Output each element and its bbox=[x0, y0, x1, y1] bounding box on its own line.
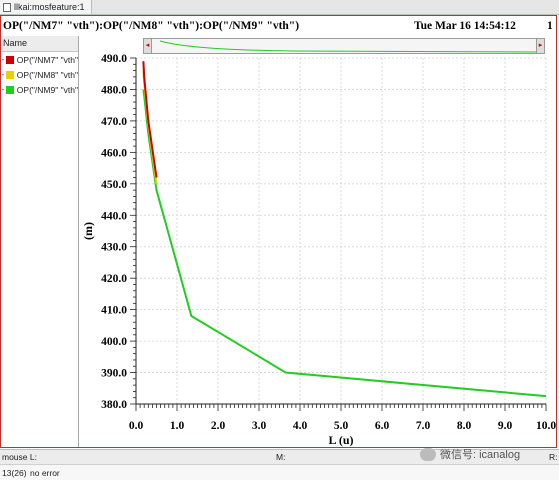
x-tick-label: 1.0 bbox=[170, 420, 185, 432]
x-tick-label: 9.0 bbox=[498, 420, 513, 432]
x-tick-label: 5.0 bbox=[334, 420, 349, 432]
plot-datetime: Tue Mar 16 14:54:12 bbox=[414, 20, 516, 32]
command-line-number: 13(26) bbox=[2, 468, 27, 478]
x-tick-label: 2.0 bbox=[211, 420, 226, 432]
y-tick-label: 420.0 bbox=[101, 273, 127, 285]
legend-item-nm8[interactable]: - OP("/NM8" "vth" bbox=[1, 67, 78, 82]
y-tick-label: 430.0 bbox=[101, 242, 127, 254]
y-tick-label: 490.0 bbox=[101, 53, 127, 65]
y-tick-label: 460.0 bbox=[101, 147, 127, 159]
x-tick-label: 10.0 bbox=[536, 420, 556, 432]
command-bar: 13(26) no error bbox=[0, 464, 559, 480]
legend-swatch bbox=[5, 55, 14, 64]
y-tick-label: 400.0 bbox=[101, 336, 127, 348]
y-tick-label: 390.0 bbox=[101, 368, 127, 380]
tab-mosfeature[interactable]: llkai:mosfeature:1 bbox=[0, 0, 92, 14]
y-tick-label: 410.0 bbox=[101, 305, 127, 317]
y-tick-label: 480.0 bbox=[101, 84, 127, 96]
legend-label: OP("/NM9" "vth" bbox=[16, 84, 78, 95]
status-mouse-middle: M: bbox=[276, 452, 286, 462]
page-number: 1 bbox=[547, 20, 553, 32]
y-tick-label: 440.0 bbox=[101, 210, 127, 222]
overview-thumbnail bbox=[159, 40, 538, 53]
legend-dash: - bbox=[1, 70, 5, 79]
overview-left-arrow-icon[interactable]: ◂ bbox=[144, 39, 152, 53]
legend-header[interactable]: Name bbox=[1, 36, 78, 52]
legend-label: OP("/NM7" "vth" bbox=[16, 54, 78, 65]
plot-title: OP("/NM7" "vth"):OP("/NM8" "vth"):OP("/N… bbox=[3, 20, 300, 32]
status-bar: mouse L: M: R: bbox=[0, 449, 559, 464]
legend-item-nm7[interactable]: - OP("/NM7" "vth" bbox=[1, 52, 78, 67]
status-mouse-left: mouse L: bbox=[2, 452, 37, 462]
x-axis-label: L (u) bbox=[328, 433, 353, 447]
series-line-2 bbox=[142, 89, 547, 398]
x-tick-label: 0.0 bbox=[129, 420, 144, 432]
status-mouse-right: R: bbox=[549, 452, 558, 462]
x-tick-label: 8.0 bbox=[457, 420, 472, 432]
watermark-text: 微信号: icanalog bbox=[440, 449, 521, 461]
y-tick-label: 450.0 bbox=[101, 179, 127, 191]
watermark: 微信号: icanalog bbox=[420, 446, 520, 462]
y-axis-label: (m) bbox=[81, 222, 95, 240]
x-tick-label: 6.0 bbox=[375, 420, 390, 432]
tab-label: llkai:mosfeature:1 bbox=[14, 2, 85, 12]
document-icon bbox=[3, 2, 11, 12]
tab-bar: llkai:mosfeature:1 bbox=[0, 0, 559, 15]
command-message: no error bbox=[30, 468, 60, 478]
legend-swatch bbox=[5, 70, 14, 79]
plot-area[interactable]: 0.0 1.0 2.0 3.0 4.0 5.0 6.0 7.0 8.0 9.0 10.0 380.0 3… bbox=[0, 0, 559, 448]
legend-item-nm9[interactable]: - OP("/NM9" "vth" bbox=[1, 82, 78, 97]
legend-swatch bbox=[5, 85, 14, 94]
y-tick-label: 380.0 bbox=[101, 399, 127, 411]
x-tick-label: 7.0 bbox=[416, 420, 431, 432]
legend-label: OP("/NM8" "vth" bbox=[16, 69, 78, 80]
series-line-0 bbox=[142, 61, 158, 178]
overview-scrollbar[interactable]: ◂ ▸ bbox=[143, 38, 545, 54]
wechat-icon bbox=[420, 447, 436, 461]
legend-dash: - bbox=[1, 55, 5, 64]
x-tick-label: 3.0 bbox=[252, 420, 267, 432]
x-tick-label: 4.0 bbox=[293, 420, 308, 432]
legend-dash: - bbox=[1, 85, 5, 94]
overview-right-arrow-icon[interactable]: ▸ bbox=[536, 39, 544, 53]
y-tick-label: 470.0 bbox=[101, 116, 127, 128]
legend-panel: Name - OP("/NM7" "vth" - OP("/NM8" "vth"… bbox=[1, 36, 79, 447]
plot-window-frame bbox=[0, 15, 557, 448]
